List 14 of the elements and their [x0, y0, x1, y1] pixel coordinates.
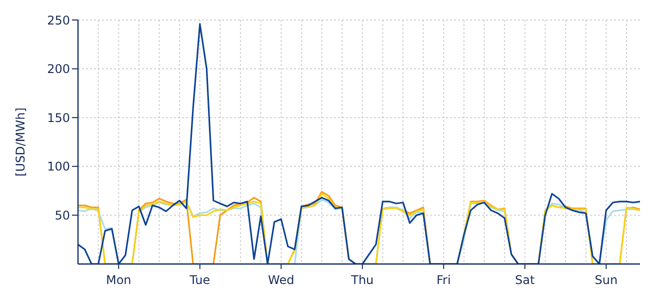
y-tick-label: 100	[47, 160, 70, 174]
x-tick-label: Sun	[594, 273, 618, 287]
y-tick-label: 150	[47, 110, 70, 125]
y-axis-title: [USD/MWh]	[13, 108, 28, 176]
x-tick-label: Fri	[436, 273, 451, 287]
x-tick-label: Thu	[350, 273, 374, 287]
x-tick-label: Wed	[268, 273, 294, 287]
x-tick-label: Sat	[515, 273, 536, 287]
y-tick-label: 250	[47, 13, 70, 28]
x-tick-label: Tue	[188, 273, 210, 287]
y-tick-label: 50	[54, 208, 70, 222]
x-tick-label: Mon	[106, 273, 132, 287]
line-series	[78, 23, 640, 264]
y-tick-label: 200	[47, 62, 70, 76]
